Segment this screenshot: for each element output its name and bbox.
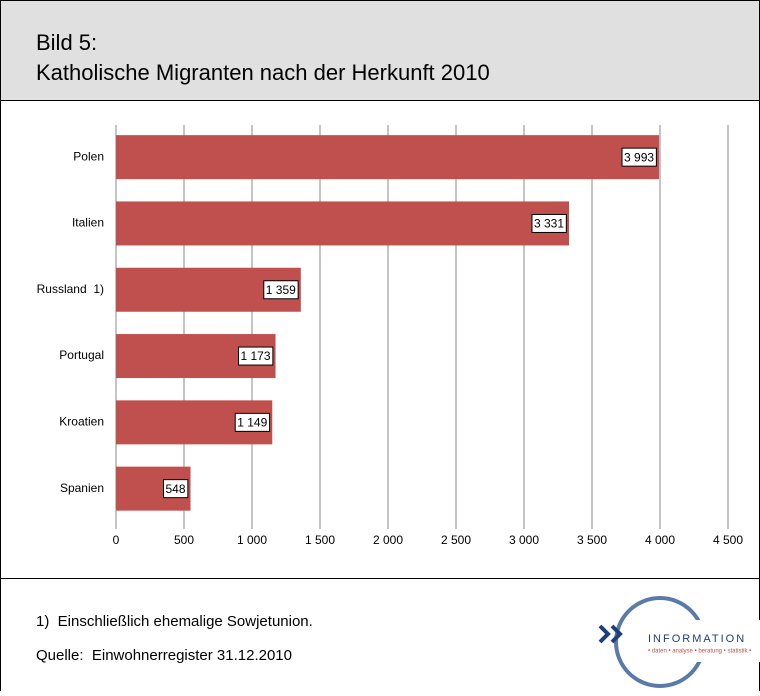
data-label-box xyxy=(234,412,271,432)
data-label: 1 173 xyxy=(240,349,270,363)
y-tick-label: Italien xyxy=(72,216,104,230)
data-label: 548 xyxy=(165,482,185,496)
bar xyxy=(116,135,660,180)
logo-bg xyxy=(640,620,760,662)
title: Bild 5: xyxy=(36,30,97,55)
logo-text: INFORMATION xyxy=(648,633,746,645)
x-tick-label: 500 xyxy=(174,533,194,547)
x-tick-label: 4 000 xyxy=(645,533,675,547)
logo-arrows xyxy=(598,624,623,644)
logo-subtext: • daten • analyse • beratung • statistik… xyxy=(648,649,751,655)
x-tick-label: 2 500 xyxy=(441,533,471,547)
x-tick-label: 1 000 xyxy=(237,533,267,547)
y-tick-label: Spanien xyxy=(60,481,104,495)
x-tick-label: 3 500 xyxy=(577,533,607,547)
data-label-box xyxy=(531,213,567,233)
x-tick-label: 1 500 xyxy=(305,533,335,547)
header-band xyxy=(0,0,760,100)
title: Katholische Migranten nach der Herkunft … xyxy=(36,60,490,85)
data-label-box xyxy=(162,479,189,499)
data-label: 1 149 xyxy=(237,416,267,430)
bar xyxy=(116,201,570,246)
data-label-box xyxy=(237,346,274,366)
logo: INFORMATION • daten • analyse • beratung… xyxy=(598,596,760,688)
data-label: 3 993 xyxy=(624,150,654,164)
y-tick-label: Polen xyxy=(73,149,104,163)
data-label: 3 331 xyxy=(534,217,564,231)
x-tick-label: 3 000 xyxy=(509,533,539,547)
x-tick-label: 4 500 xyxy=(713,533,743,547)
data-label: 1 359 xyxy=(266,283,296,297)
source: Quelle: Einwohnerregister 31.12.2010 xyxy=(36,647,292,664)
y-tick-label: Kroatien xyxy=(59,415,104,429)
y-tick-label: Russland 1) xyxy=(37,282,104,296)
y-tick-label: Portugal xyxy=(59,348,104,362)
data-label-box xyxy=(263,280,299,300)
x-tick-label: 0 xyxy=(113,533,120,547)
footnote: 1) Einschließlich ehemalige Sowjetunion. xyxy=(36,613,313,630)
data-label-box xyxy=(621,147,657,167)
x-tick-label: 2 000 xyxy=(373,533,403,547)
